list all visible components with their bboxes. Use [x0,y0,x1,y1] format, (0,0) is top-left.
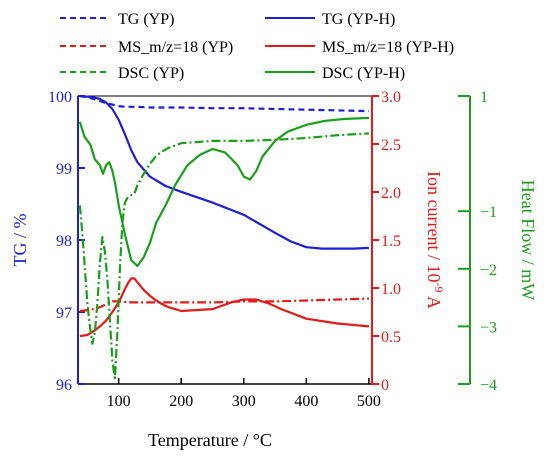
tg-tick-label-100: 100 [48,89,72,106]
heat-tick-label-4: 1 [480,89,488,106]
heat-tick-label-0: −4 [480,377,497,394]
x-tick-label-400: 400 [294,393,318,410]
x-tick-label-100: 100 [107,393,131,410]
legend-label-dsc-yp: DSC (YP) [118,65,184,82]
ion-tick-label-5: 2.5 [381,137,401,154]
ion-tick-label-2: 1.0 [381,281,401,298]
legend-label-dsc-yph: DSC (YP-H) [322,65,405,82]
ion-axis-label-unit: A [424,292,444,309]
x-axis-label: Temperature / °C [148,430,272,450]
series-line-1 [79,94,369,250]
x-tick-label-300: 300 [232,393,256,410]
ion-axis-label: Ion current / 10-9 A [424,171,446,309]
ion-tick-label-0: 0 [381,377,389,394]
ion-axis-label-main: Ion current / 10 [424,171,444,282]
ion-tick-label-6: 3.0 [381,89,401,106]
tg-tick-label-99: 99 [56,161,72,178]
series-line-4 [78,132,369,380]
plot-area: 100 200 300 400 500 96 97 98 99 100 0 0.5 1.0 1.5 2.0 2… [48,89,497,410]
ion-axis-label-exponent: -9 [432,282,446,292]
heat-tick-label-1: −3 [480,319,497,336]
heat-tick-label-2: −2 [480,262,497,279]
x-tick-label-500: 500 [357,393,381,410]
ion-tick-label-1: 0.5 [381,329,401,346]
tg-tick-label-97: 97 [56,305,72,322]
x-tick-label-200: 200 [169,393,193,410]
legend: TG (YP) TG (YP-H) MS_m/z=18 (YP) MS_m/z=… [60,11,454,82]
legend-label-tg-yph: TG (YP-H) [322,11,395,28]
tg-tick-label-96: 96 [56,377,72,394]
heat-axis-label: Heat Flow / mW [518,180,538,300]
legend-label-ms-yp: MS_m/z=18 (YP) [118,39,233,56]
tg-axis-label: TG / % [10,214,30,267]
series-line-0 [79,94,369,113]
legend-label-ms-yph: MS_m/z=18 (YP-H) [322,39,454,56]
tg-tick-label-98: 98 [56,233,72,250]
legend-label-tg-yp: TG (YP) [118,11,174,28]
ion-tick-label-3: 1.5 [381,233,401,250]
ion-tick-label-4: 2.0 [381,185,401,202]
heat-tick-label-3: −1 [480,204,497,221]
series-line-3 [79,277,370,338]
series-line-5 [78,116,369,267]
